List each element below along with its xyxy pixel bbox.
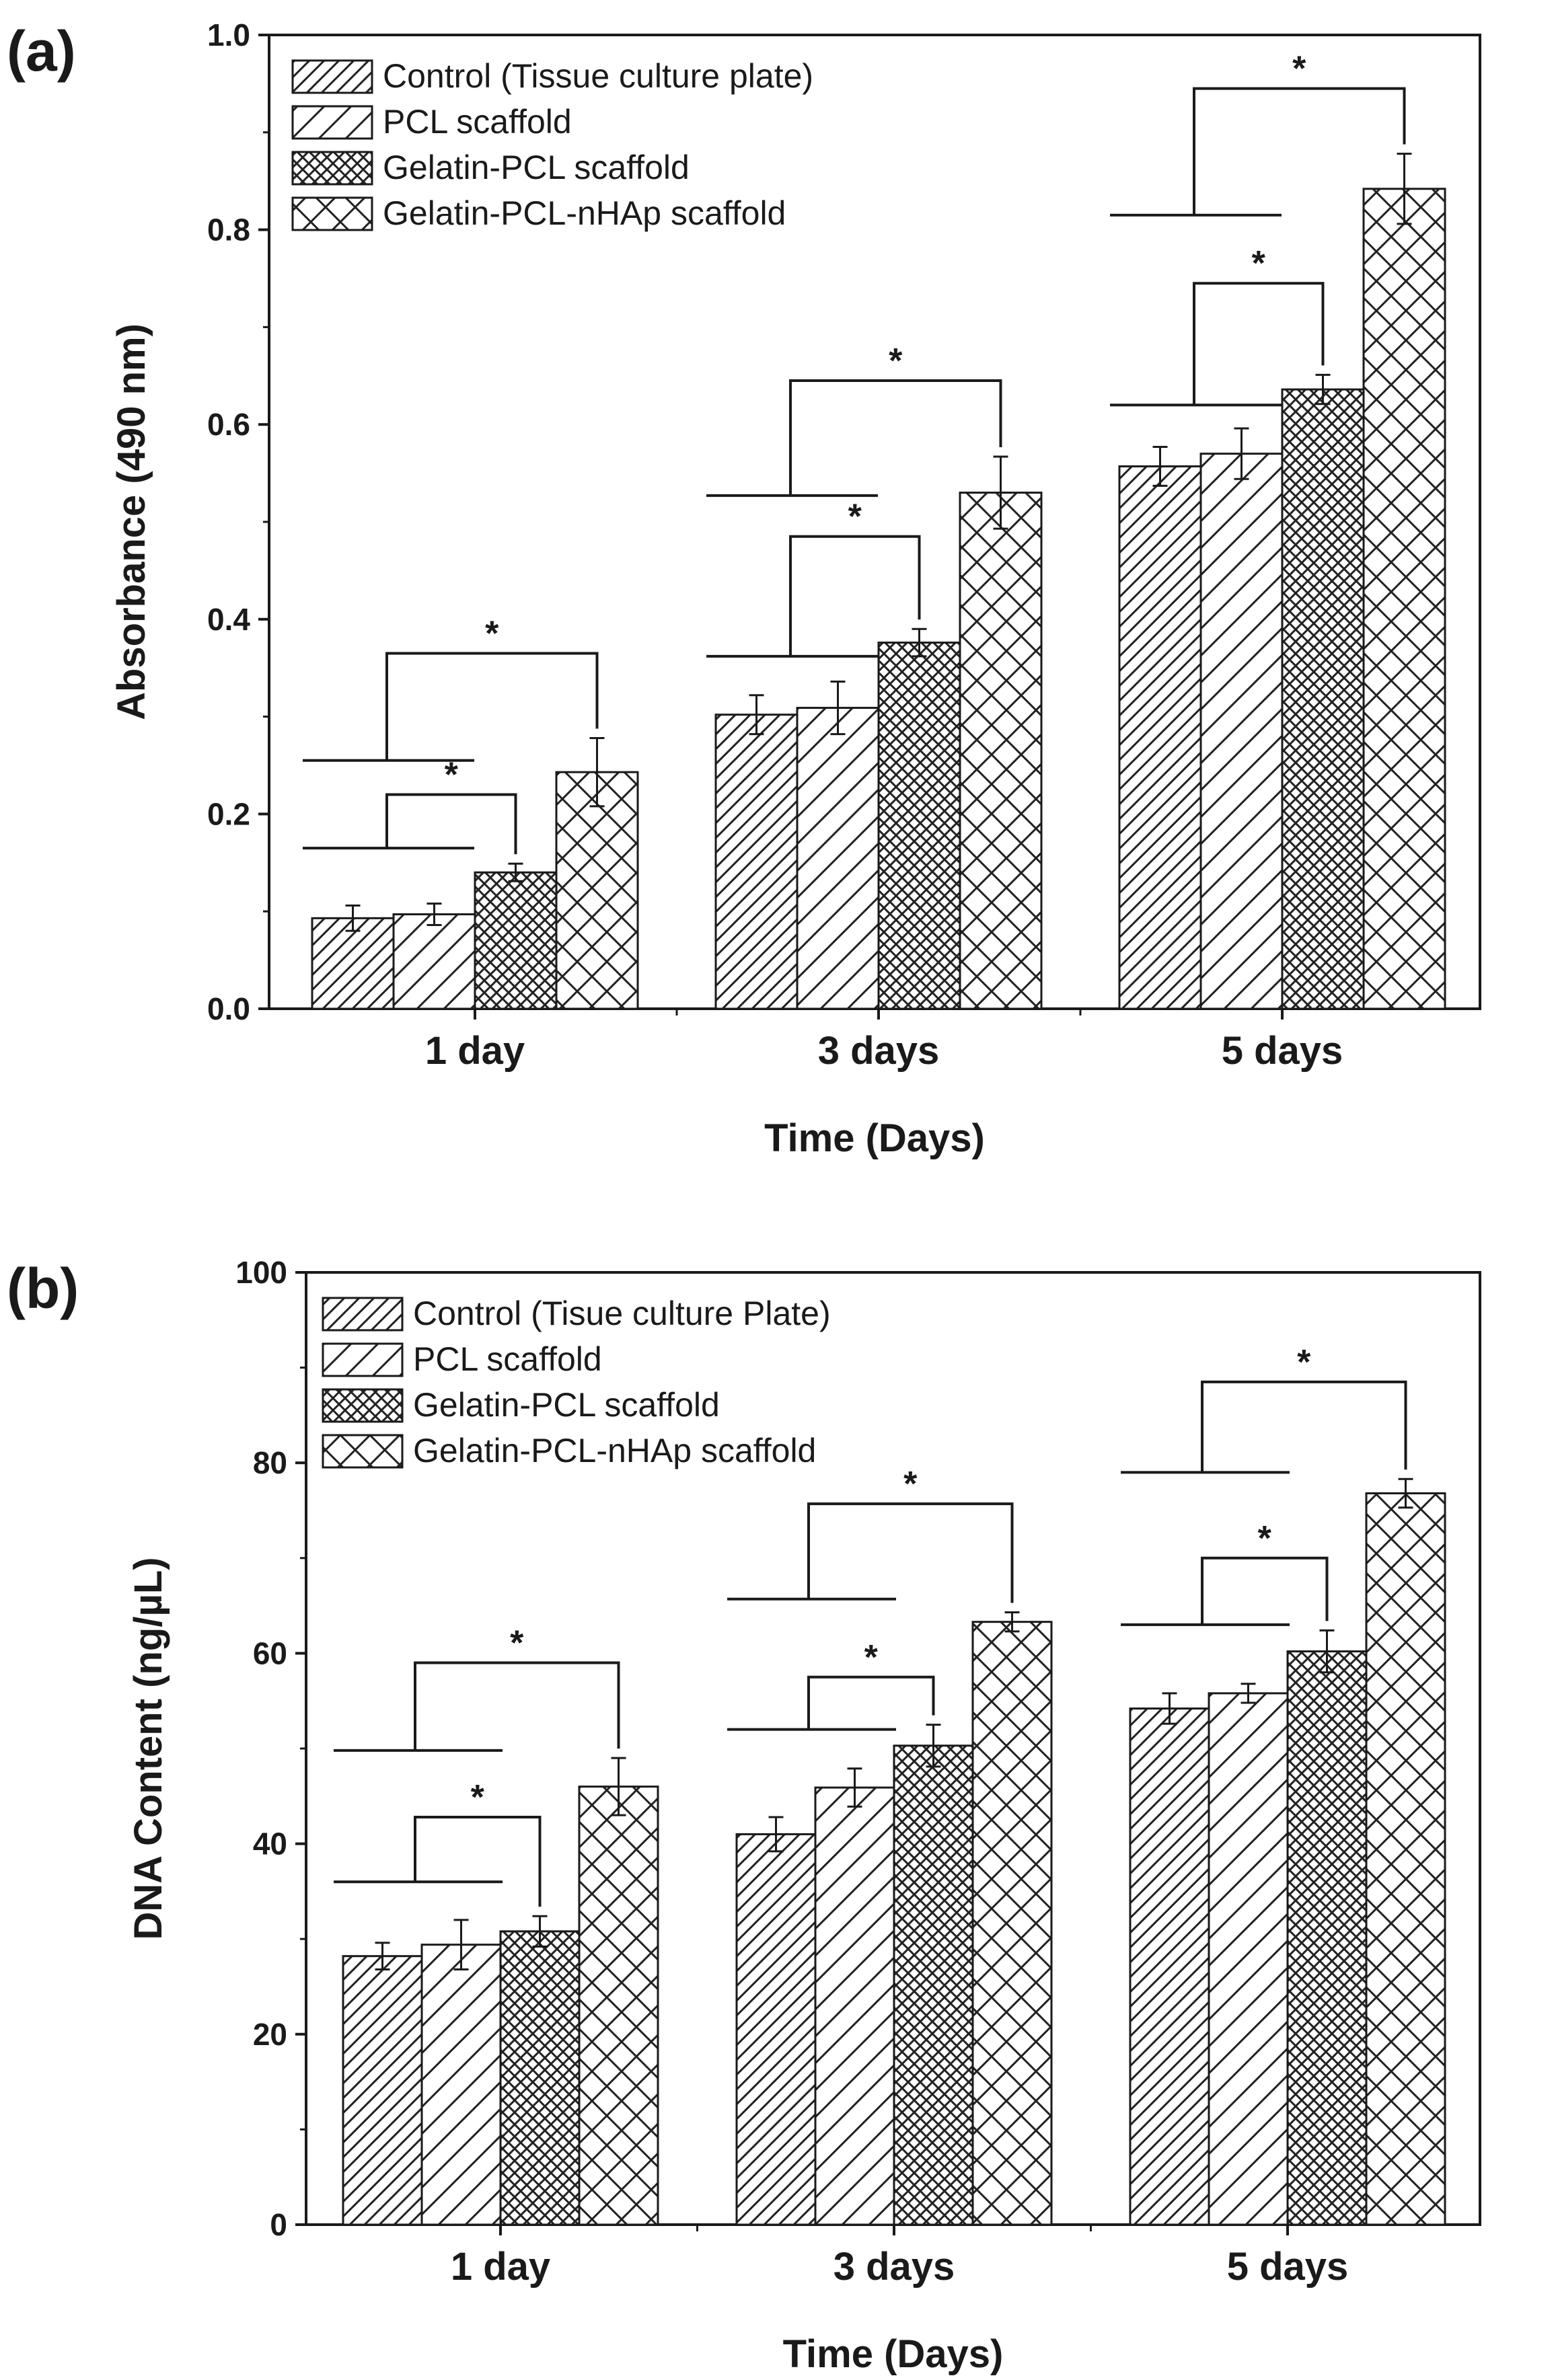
significance-bracket xyxy=(414,1815,542,1907)
bar xyxy=(1208,1692,1289,2226)
bar xyxy=(959,492,1043,1010)
y-tick-label: 40 xyxy=(253,1827,287,1861)
significance-bracket xyxy=(807,1675,935,1730)
x-axis-title: Time (Days) xyxy=(764,1116,985,1160)
significance-bracket xyxy=(789,379,1002,496)
legend-swatch xyxy=(322,1434,404,1469)
bar xyxy=(714,714,799,1010)
legend-label: PCL scaffold xyxy=(383,103,572,141)
legend-swatch xyxy=(322,1342,404,1377)
y-tick-label: 0.4 xyxy=(207,602,250,637)
significance-bracket xyxy=(1193,87,1406,215)
x-tick-label: 3 days xyxy=(818,1029,940,1073)
legend-swatch xyxy=(322,1297,404,1332)
y-axis-title: Absorbance (490 nm) xyxy=(110,323,153,720)
significance-star: * xyxy=(471,1778,485,1817)
x-tick-label: 1 day xyxy=(425,1029,525,1073)
bar xyxy=(1286,1650,1368,2226)
significance-bracket xyxy=(1193,282,1325,406)
bar xyxy=(392,913,476,1010)
y-tick-label: 0 xyxy=(270,2207,287,2242)
significance-star: * xyxy=(445,755,459,794)
y-tick-label: 0.2 xyxy=(207,796,250,831)
bar xyxy=(893,1744,974,2226)
y-tick-label: 1.0 xyxy=(207,17,250,52)
bar xyxy=(578,1786,659,2226)
legend-swatch xyxy=(322,1388,404,1423)
y-axis-title: DNA Content (ng/µL) xyxy=(126,1557,170,1940)
significance-star: * xyxy=(1292,50,1306,89)
bar xyxy=(971,1621,1053,2226)
bar xyxy=(1362,188,1446,1010)
bar xyxy=(1118,465,1202,1010)
significance-star: * xyxy=(848,498,862,537)
y-tick-label: 20 xyxy=(253,2017,287,2052)
significance-star: * xyxy=(485,614,499,653)
y-tick-label: 0.6 xyxy=(207,407,250,442)
y-tick-label: 80 xyxy=(253,1445,287,1480)
significance-bracket xyxy=(385,793,517,855)
bar xyxy=(1129,1707,1210,2226)
significance-star: * xyxy=(1258,1519,1272,1558)
x-tick-label: 1 day xyxy=(451,2245,550,2289)
chart-panel-a: 0.0 0.2 0.4 0.6 0.8 1.0 1 day 3 days 5 days * * * * *… xyxy=(7,17,1481,1160)
y-tick-label: 60 xyxy=(253,1636,287,1671)
x-tick-label: 5 days xyxy=(1222,1029,1343,1073)
chart-panel-b: 0 20 40 60 80 100 1 day 3 days 5 days * * * * * * Time … xyxy=(7,1255,1481,2376)
legend-label: PCL scaffold xyxy=(413,1340,602,1378)
panel-label: (a) xyxy=(7,20,76,83)
significance-bracket xyxy=(385,652,599,761)
y-tick-label: 0.8 xyxy=(207,213,250,247)
significance-bracket xyxy=(1201,1380,1407,1473)
legend-label: Gelatin-PCL-nHAp scaffold xyxy=(383,194,786,232)
bar xyxy=(499,1930,581,2226)
bar xyxy=(1281,388,1365,1010)
bar xyxy=(1365,1492,1446,2226)
bar xyxy=(555,771,639,1010)
legend-label: Gelatin-PCL-nHAp scaffold xyxy=(413,1432,816,1469)
bar xyxy=(474,871,558,1010)
bar xyxy=(420,1944,502,2226)
significance-star: * xyxy=(1297,1343,1311,1382)
bar xyxy=(877,642,961,1010)
bar xyxy=(311,917,395,1010)
significance-star: * xyxy=(510,1624,524,1663)
legend-label: Control (Tissue culture plate) xyxy=(383,57,813,95)
panel-label: (b) xyxy=(7,1257,79,1320)
significance-star: * xyxy=(864,1638,879,1677)
legend-swatch xyxy=(291,151,373,186)
significance-bracket xyxy=(414,1661,620,1751)
legend-swatch xyxy=(291,196,373,231)
x-tick-label: 5 days xyxy=(1227,2245,1349,2289)
x-tick-label: 3 days xyxy=(833,2245,955,2289)
bar xyxy=(735,1833,817,2226)
significance-star: * xyxy=(903,1465,918,1504)
significance-bracket xyxy=(807,1502,1014,1603)
legend-swatch xyxy=(291,59,373,94)
legend-swatch xyxy=(291,105,373,140)
significance-star: * xyxy=(1252,244,1266,283)
legend-label: Gelatin-PCL scaffold xyxy=(383,149,690,186)
significance-bracket xyxy=(789,535,921,656)
legend-label: Gelatin-PCL scaffold xyxy=(413,1386,720,1424)
significance-bracket xyxy=(1201,1556,1329,1625)
bar xyxy=(342,1955,423,2226)
y-tick-label: 0.0 xyxy=(207,991,250,1026)
significance-star: * xyxy=(889,342,903,381)
bar xyxy=(1199,453,1284,1010)
legend-label: Control (Tisue culture Plate) xyxy=(413,1295,831,1332)
bar xyxy=(796,707,880,1010)
y-tick-label: 100 xyxy=(235,1255,287,1290)
x-axis-title: Time (Days) xyxy=(783,2332,1004,2376)
bar xyxy=(814,1786,895,2226)
